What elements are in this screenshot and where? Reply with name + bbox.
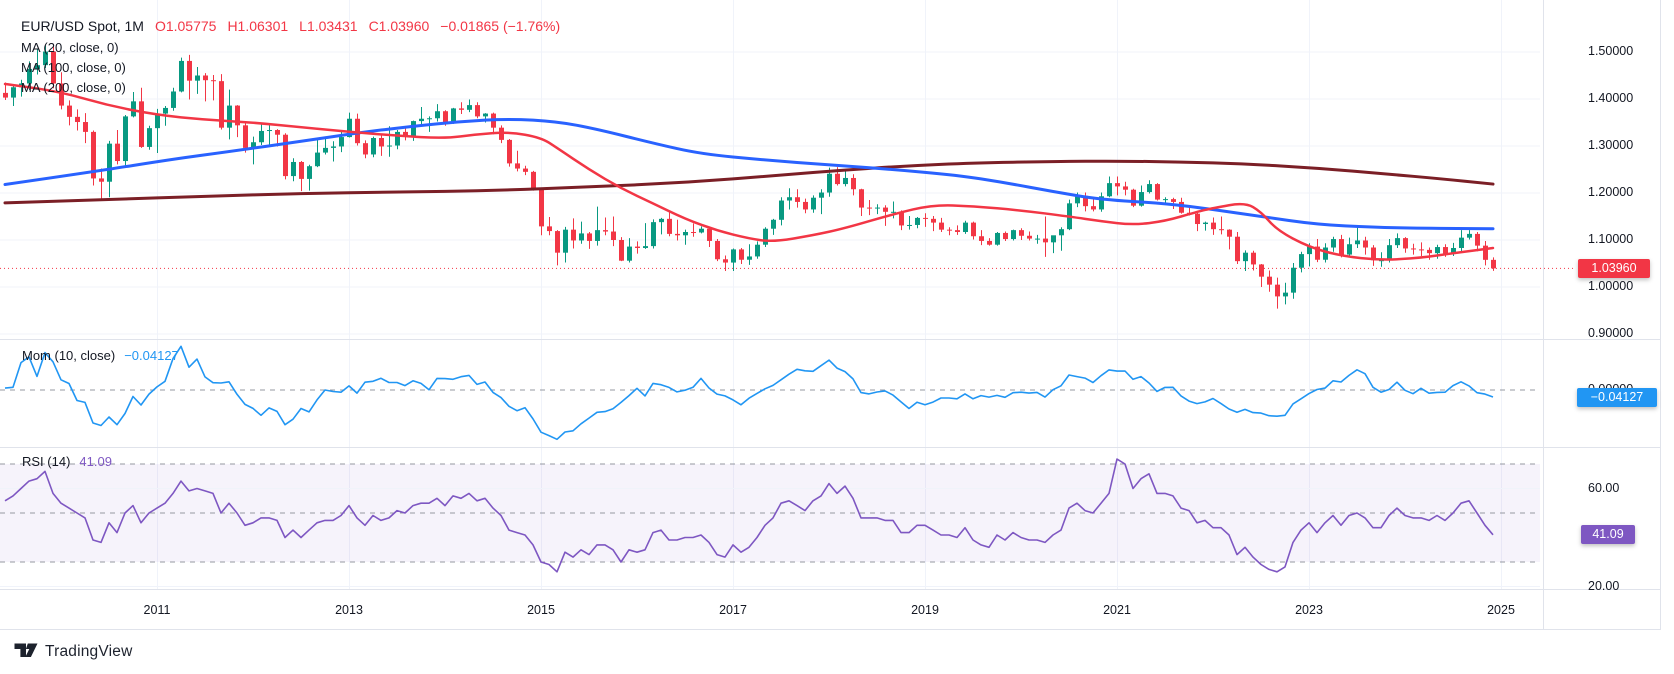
price-axis-label: 1.50000	[1588, 44, 1634, 58]
price-axis-label: 0.90000	[1588, 326, 1634, 340]
ma20-legend[interactable]: MA (20, close, 0)	[21, 40, 119, 55]
mom-legend-label: Mom (10, close)	[22, 348, 116, 363]
rsi-axis-label: 20.00	[1588, 578, 1620, 593]
symbol-title[interactable]: EUR/USD Spot, 1M	[21, 18, 144, 34]
rsi-line	[4, 458, 1494, 573]
ma200-legend[interactable]: MA (200, close, 0)	[21, 80, 126, 95]
ma100-legend[interactable]: MA (100, close, 0)	[21, 60, 126, 75]
rsi-legend[interactable]: RSI (14) 41.09	[22, 454, 112, 469]
ohlc-high: H1.06301	[227, 18, 289, 34]
time-axis-label: 2015	[527, 603, 555, 617]
chart-canvas[interactable]	[0, 0, 1674, 632]
ohlc-close: C1.03960	[368, 18, 430, 34]
mom-legend[interactable]: Mom (10, close) −0.04127	[22, 348, 179, 363]
ohlc-open: O1.05775	[154, 18, 217, 34]
rsi-legend-value: 41.09	[79, 454, 112, 469]
symbol-legend[interactable]: EUR/USD Spot, 1M O1.05775 H1.06301 L1.03…	[21, 18, 560, 34]
time-axis-label: 2017	[719, 603, 747, 617]
time-axis-label: 2021	[1103, 603, 1131, 617]
time-axis-label: 2019	[911, 603, 939, 617]
mom-legend-value: −0.04127	[124, 348, 179, 363]
ohlc-change: −0.01865 (−1.76%)	[440, 18, 561, 34]
rsi-value-badge: 41.09	[1581, 525, 1635, 545]
ohlc-low: L1.03431	[299, 18, 358, 34]
momentum-line	[4, 345, 1494, 441]
ma20-line	[3, 82, 1495, 261]
ma200-line	[3, 159, 1495, 205]
ma100-line	[3, 117, 1495, 231]
price-axis-label: 1.10000	[1588, 232, 1634, 246]
rsi-band	[0, 463, 1540, 587]
price-axis-label: 1.40000	[1588, 91, 1634, 105]
time-axis-label: 2011	[143, 603, 171, 617]
time-axis-label: 2025	[1487, 603, 1515, 617]
time-axis-label: 2023	[1295, 603, 1323, 617]
tradingview-logo[interactable]: TradingView	[14, 642, 133, 661]
rsi-legend-label: RSI (14)	[22, 454, 71, 469]
rsi-axis-label: 60.00	[1588, 480, 1620, 495]
tradingview-logo-text: TradingView	[45, 642, 133, 660]
price-axis-label: 1.30000	[1588, 138, 1634, 152]
price-axis-label: 1.00000	[1588, 279, 1634, 293]
time-axis-label: 2013	[335, 603, 363, 617]
tradingview-logo-icon	[14, 643, 38, 657]
candlestick-series	[3, 44, 1496, 309]
mom-value-badge: −0.04127	[1577, 387, 1657, 407]
current-price-badge: 1.03960	[1578, 258, 1650, 278]
panel-separators	[0, 0, 1661, 630]
price-axis-label: 1.20000	[1588, 185, 1634, 199]
